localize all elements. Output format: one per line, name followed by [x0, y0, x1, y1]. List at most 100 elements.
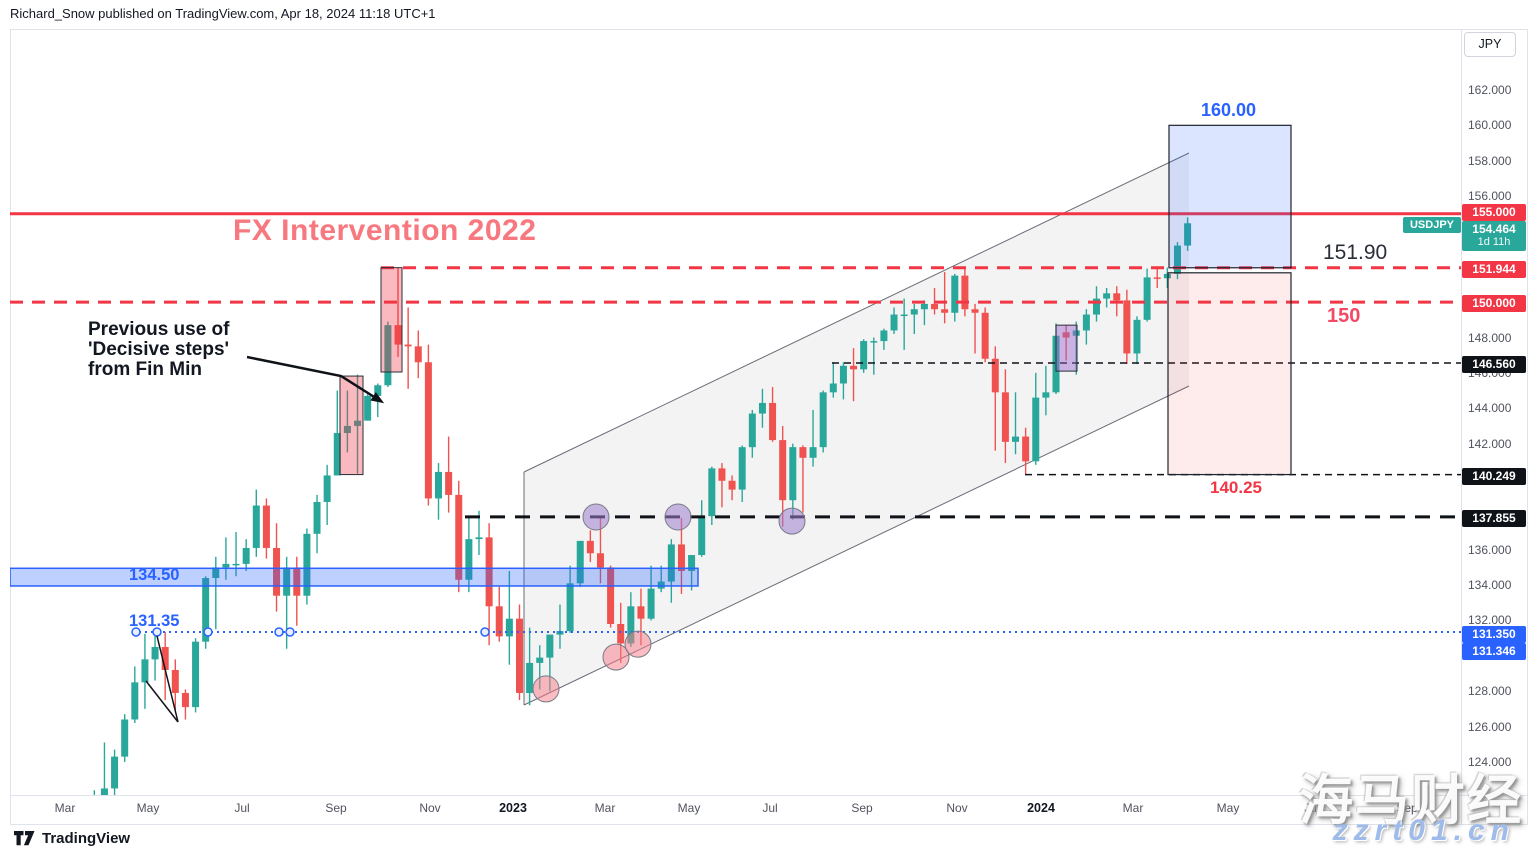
candle-body: [536, 657, 544, 663]
candle-body: [242, 547, 250, 564]
highlight-box: [1055, 324, 1078, 372]
candle-body: [1123, 300, 1131, 354]
tradingview-logo-icon: [14, 830, 35, 845]
candle-body: [1042, 392, 1050, 398]
candle-body: [688, 555, 696, 571]
alert-dot-marker: [203, 627, 213, 637]
candle-body: [607, 567, 615, 624]
price-badge-131.346: 131.346: [1462, 642, 1526, 660]
candle-body: [586, 540, 594, 554]
event-circle-marker: [778, 507, 806, 535]
candle-body: [758, 402, 766, 414]
candle-body: [202, 578, 210, 642]
chart-frame-bottom: [10, 824, 1528, 825]
attribution-text: Richard_Snow published on TradingView.co…: [10, 6, 436, 21]
event-circle-marker: [602, 643, 630, 671]
time-label-May: May: [1216, 801, 1240, 815]
chart-frame-left: [10, 29, 11, 825]
candle-body: [880, 330, 888, 342]
candle-body: [1153, 277, 1161, 279]
note-line-1: Previous use of: [88, 319, 230, 340]
candle-body: [111, 756, 119, 789]
candle-body: [708, 468, 716, 517]
decisive-steps-note: Previous use of 'Decisive steps' from Fi…: [88, 320, 230, 380]
alert-dot-marker: [285, 627, 295, 637]
candle-body: [222, 563, 230, 568]
candle-body: [273, 547, 281, 596]
candle-body: [252, 505, 260, 548]
price-tick-144.000: 144.000: [1468, 401, 1512, 416]
price-badge-140.249: 140.249: [1462, 468, 1526, 486]
time-label-Nov: Nov: [419, 801, 441, 815]
chart-frame-right: [1527, 29, 1528, 825]
candle-body: [1103, 293, 1111, 299]
tradingview-logo[interactable]: TradingView: [14, 830, 130, 847]
candle-body: [171, 669, 179, 693]
note-arrow: [246, 355, 380, 402]
candle-body: [181, 692, 189, 708]
candle-body: [485, 537, 493, 607]
candle-body: [333, 433, 341, 476]
candle-body: [1133, 319, 1141, 354]
candle-body: [596, 553, 604, 568]
note-arrow-head: [370, 392, 385, 404]
candle-body: [799, 447, 807, 458]
candle-body: [1082, 314, 1090, 331]
time-label-2023: 2023: [499, 801, 527, 815]
candle-body: [637, 606, 645, 619]
candle-body: [981, 312, 989, 359]
candle-body: [748, 413, 756, 448]
candle-body: [779, 440, 787, 501]
time-label-Mar: Mar: [1122, 801, 1144, 815]
candle-body: [738, 447, 746, 490]
price-badge-137.855: 137.855: [1462, 510, 1526, 528]
candle-body: [698, 516, 706, 556]
time-label-Jul: Jul: [762, 801, 778, 815]
level-150-label: 150: [1327, 305, 1361, 327]
fx-intervention-label: FX Intervention 2022: [233, 214, 537, 247]
candle-body: [151, 646, 159, 660]
candle-body: [718, 468, 726, 481]
candle-body: [354, 420, 362, 426]
chart-frame-top: [10, 29, 1528, 30]
candle-body: [1072, 330, 1080, 336]
candle-body: [343, 425, 351, 434]
price-badge-155.000: 155.000: [1462, 204, 1526, 222]
price-tick-124.000: 124.000: [1468, 754, 1512, 769]
price-tick-132.000: 132.000: [1468, 613, 1512, 628]
candle-body: [455, 494, 463, 580]
event-circle-marker: [624, 630, 652, 658]
candle-body: [870, 341, 878, 343]
event-circle-marker: [582, 503, 610, 531]
event-circle-marker: [664, 503, 692, 531]
time-label-Nov: Nov: [946, 801, 968, 815]
pennant-line: [145, 680, 179, 723]
candle-body: [667, 544, 675, 582]
candle-body: [515, 618, 523, 693]
countdown-timer: 1d 11h: [1477, 235, 1511, 248]
alert-dot-marker: [152, 627, 162, 637]
price-badge-150.000: 150.000: [1462, 294, 1526, 312]
time-label-2024: 2024: [1027, 801, 1055, 815]
currency-jpy-button[interactable]: JPY: [1464, 32, 1516, 57]
candle-body: [141, 659, 149, 683]
candle-body: [951, 275, 959, 313]
time-axis-separator: [10, 795, 1528, 796]
candle-body: [161, 646, 169, 670]
price-tick-156.000: 156.000: [1468, 189, 1512, 204]
candle-body: [890, 314, 898, 331]
candle-body: [910, 309, 918, 315]
candle-body: [81, 849, 88, 857]
candle-body: [303, 533, 311, 596]
candle-body: [576, 540, 584, 584]
symbol-usdjpy-badge: USDJPY: [1403, 217, 1461, 233]
time-label-Sep: Sep: [325, 801, 347, 815]
candle-body: [1062, 332, 1070, 338]
event-circle-marker: [532, 675, 560, 703]
time-label-Sep: Sep: [1396, 801, 1418, 815]
candle-body: [991, 358, 999, 393]
candle-body: [323, 475, 331, 502]
price-badge-131.350: 131.350: [1462, 626, 1526, 644]
price-badge-151.944: 151.944: [1462, 261, 1526, 279]
